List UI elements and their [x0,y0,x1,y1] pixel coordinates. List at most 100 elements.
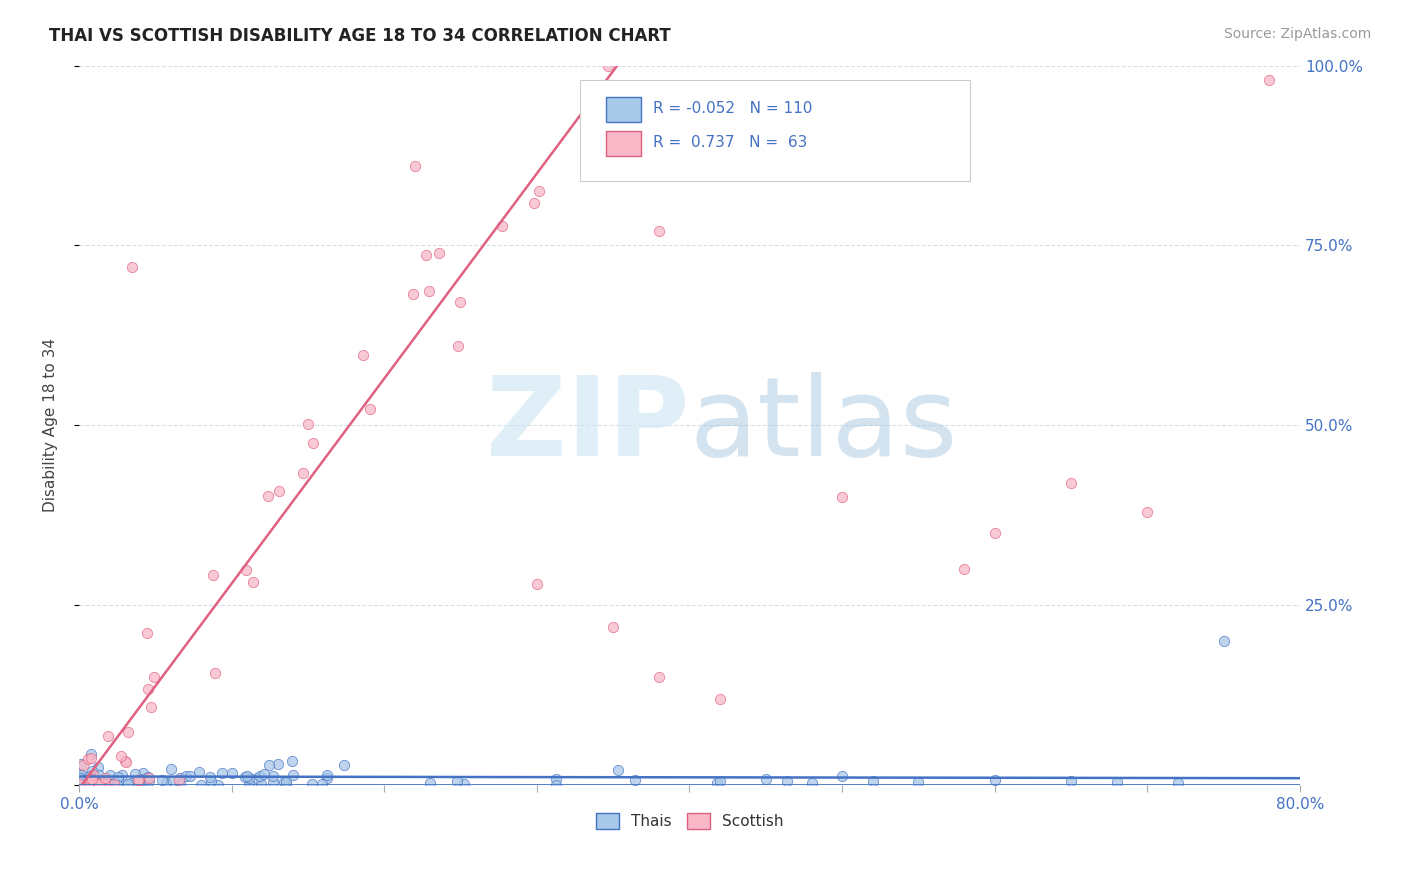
Point [82,764,104,778]
Point [1060,475,1083,490]
Point [132,777,155,791]
Point [302,435,325,450]
Point [121,260,143,274]
Point [128,772,150,787]
Point [523,196,546,211]
Point [404,159,426,173]
Point [98,768,121,782]
Point [114,754,136,768]
Point [87,777,110,791]
Point [82,768,104,782]
Point [87,777,110,791]
Point [607,763,630,777]
Point [544,778,567,792]
Point [117,777,139,791]
Point [73,777,96,791]
Point [82,772,104,787]
Point [105,778,128,792]
Point [419,776,441,790]
Point [267,484,290,499]
Point [249,768,271,782]
Point [89,768,111,782]
Point [77,772,100,786]
Point [418,285,440,299]
Point [238,777,260,791]
Point [72,771,94,785]
Point [69,772,91,787]
Point [256,489,278,503]
Point [70,768,93,782]
Point [107,770,129,784]
Point [136,770,159,784]
Point [77,752,100,766]
Point [80,751,103,765]
Point [257,758,280,772]
Point [624,772,647,787]
Point [79,769,101,783]
Y-axis label: Disability Age 18 to 34: Disability Age 18 to 34 [44,338,58,512]
Point [776,774,799,789]
Point [316,771,339,785]
Point [267,756,290,771]
Point [204,665,226,680]
Point [138,771,160,785]
Point [93,774,115,789]
Point [179,769,201,783]
Point [72,776,94,790]
Point [449,295,471,310]
Point [583,153,606,168]
Point [98,777,121,791]
Point [107,773,129,788]
Point [250,777,273,791]
Point [591,163,613,178]
Point [1136,505,1159,519]
Point [94,772,117,786]
Point [87,760,110,774]
Point [77,774,100,789]
Point [602,620,624,634]
Point [402,286,425,301]
Point [96,775,118,789]
Point [79,772,101,787]
Point [90,776,112,790]
Point [359,401,381,416]
Point [596,59,619,73]
Point [100,775,122,789]
Point [117,724,139,739]
Point [129,772,152,786]
Legend: Thais, Scottish: Thais, Scottish [589,806,789,835]
Point [1212,634,1234,648]
Point [76,777,98,791]
Point [167,773,190,788]
Point [135,774,157,789]
Point [235,563,257,577]
Point [94,777,117,791]
Point [446,339,468,353]
Point [131,778,153,792]
Point [1105,775,1128,789]
Point [831,769,853,783]
Point [301,777,323,791]
Point [77,772,100,787]
Point [755,772,778,787]
Point [169,771,191,785]
Point [292,466,315,480]
Point [576,125,599,139]
Point [262,769,284,783]
Point [110,748,132,763]
Point [115,756,138,770]
Point [135,771,157,785]
Point [77,773,100,788]
Point [1167,776,1189,790]
Point [155,775,177,789]
Point [280,754,302,768]
Point [160,762,183,776]
Point [800,776,823,790]
Point [174,769,197,783]
Point [93,776,115,790]
Point [97,729,120,743]
Point [69,777,91,791]
Point [333,757,356,772]
Point [648,224,671,238]
Point [544,772,567,786]
